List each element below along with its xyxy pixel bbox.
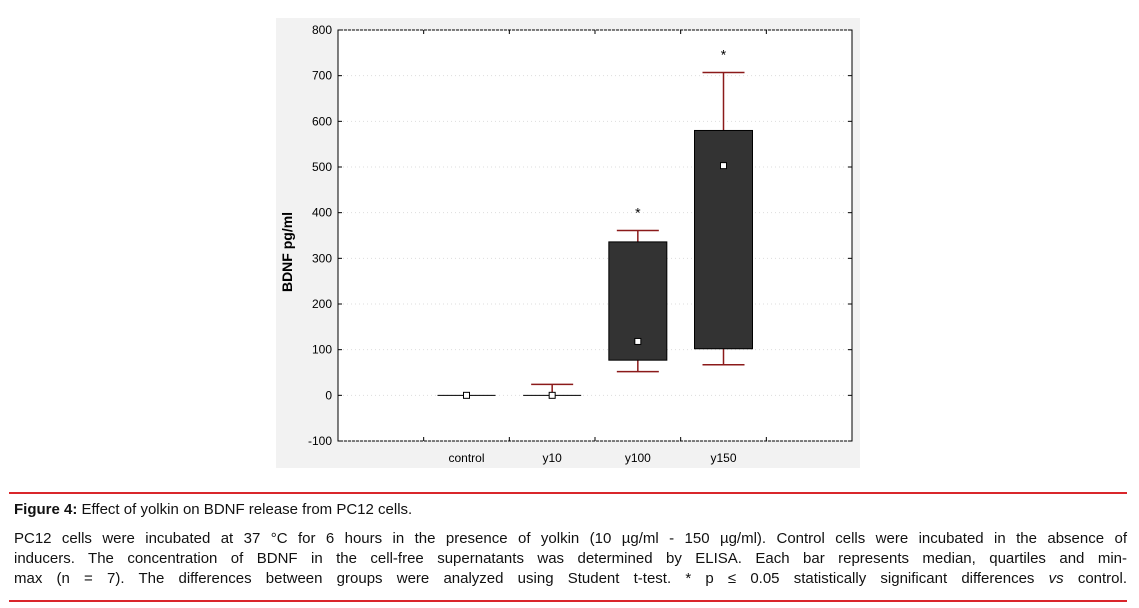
caption-line-3: max (n = 7). The differences between gro… [14, 569, 1127, 589]
y-tick-label: 600 [312, 114, 332, 128]
y-tick-label: 700 [312, 69, 332, 83]
y-tick-label: 200 [312, 297, 332, 311]
y-tick-label: 300 [312, 251, 332, 265]
figure-caption: Figure 4: Effect of yolkin on BDNF relea… [14, 500, 1127, 589]
y-tick-label: 100 [312, 343, 332, 357]
y-tick-label: -100 [308, 434, 332, 448]
caption-body: PC12 cells were incubated at 37 °C for 6… [14, 529, 1127, 589]
caption-line-3-text: max (n = 7). The differences between gro… [14, 570, 1049, 587]
chart-panel: 800 700 600 500 400 300 200 100 0 -100 control y10 y… [276, 18, 860, 468]
significance-star: * [721, 46, 727, 62]
caption-line-3-end: control. [1063, 570, 1128, 587]
median-marker [720, 162, 727, 170]
y-tick-label: 800 [312, 23, 332, 37]
y-tick-label: 0 [325, 388, 332, 402]
caption-bottom-rule [9, 600, 1127, 602]
x-tick-label: y100 [625, 451, 651, 465]
caption-title: Figure 4: Effect of yolkin on BDNF relea… [14, 500, 1127, 520]
caption-top-rule [9, 492, 1127, 494]
y-tick-label: 500 [312, 160, 332, 174]
box-plot: 800 700 600 500 400 300 200 100 0 -100 control y10 y… [279, 23, 853, 465]
y-tick-label: 400 [312, 206, 332, 220]
x-tick-label: y10 [542, 451, 562, 465]
caption-title-text: Effect of yolkin on BDNF release from PC… [81, 501, 413, 518]
x-tick-label: y150 [710, 451, 736, 465]
caption-line-2: inducers. The concentration of BDNF in t… [14, 550, 1127, 567]
plot-area [337, 29, 853, 442]
y-axis-label: BDNF pg/ml [279, 212, 295, 292]
x-tick-label: control [448, 451, 484, 465]
caption-line-1: PC12 cells were incubated at 37 °C for 6… [14, 530, 1127, 547]
significance-star: * [635, 204, 641, 220]
caption-vs: vs [1048, 570, 1064, 587]
caption-label: Figure 4: [14, 501, 78, 518]
median-marker [463, 391, 470, 399]
median-marker [634, 337, 642, 345]
median-marker [548, 391, 556, 399]
